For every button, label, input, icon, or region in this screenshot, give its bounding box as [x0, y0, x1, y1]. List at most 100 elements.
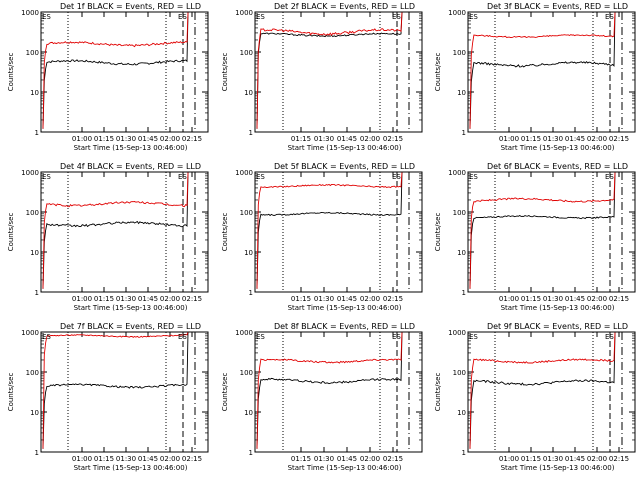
annotation-label: ES [469, 13, 478, 21]
x-tick-label: 01:30 [543, 135, 563, 143]
annotation-label: ES [605, 13, 614, 21]
y-tick-label: 1000 [21, 169, 39, 177]
panel-det-6: Det 6f BLACK = Events, RED = LLD Counts/s… [434, 162, 636, 312]
x-tick-label: 02:00 [360, 295, 380, 303]
y-tick-label: 1000 [21, 9, 39, 17]
x-tick-label: 02:00 [160, 455, 180, 463]
x-tick-label: 02:00 [587, 295, 607, 303]
y-tick-label: 10 [30, 409, 39, 417]
y-axis-label: Counts/sec [7, 373, 15, 412]
y-tick-label: 1 [35, 449, 39, 457]
series-line-lld [469, 11, 620, 129]
panel-title: Det 4f BLACK = Events, RED = LLD [60, 162, 201, 171]
panel-det-4: Det 4f BLACK = Events, RED = LLD Counts/s… [7, 162, 209, 312]
y-tick-label: 10 [244, 249, 253, 257]
x-axis-label: Start Time (15-Sep-13 00:46:00) [288, 464, 402, 472]
series-line-events [256, 11, 407, 129]
y-axis-label: Counts/sec [221, 213, 229, 252]
y-tick-label: 10 [457, 409, 466, 417]
x-axis-label: Start Time (15-Sep-13 00:46:00) [74, 304, 188, 312]
series-line-events [42, 11, 193, 129]
x-tick-label: 02:00 [160, 135, 180, 143]
x-tick-label: 02:15 [609, 135, 629, 143]
panel-title: Det 8f BLACK = Events, RED = LLD [274, 322, 415, 331]
y-tick-label: 100 [453, 209, 466, 217]
x-tick-label: 01:45 [138, 295, 158, 303]
panel-title: Det 9f BLACK = Events, RED = LLD [487, 322, 628, 331]
y-tick-label: 1 [462, 449, 466, 457]
series-line-events [469, 11, 620, 129]
panel-title: Det 7f BLACK = Events, RED = LLD [60, 322, 201, 331]
x-tick-label: 01:45 [565, 455, 585, 463]
annotation-label: ES [178, 13, 187, 21]
x-tick-label: 02:15 [383, 295, 403, 303]
x-axis-label: Start Time (15-Sep-13 00:46:00) [501, 464, 615, 472]
series-line-lld [469, 331, 620, 449]
x-tick-label: 01:15 [291, 295, 311, 303]
x-tick-label: 01:45 [565, 135, 585, 143]
annotation-label: ES [178, 173, 187, 181]
series-line-lld [256, 171, 407, 289]
x-tick-label: 02:00 [360, 455, 380, 463]
x-tick-label: 01:45 [337, 455, 357, 463]
panel-det-8: Det 8f BLACK = Events, RED = LLD Counts/s… [221, 322, 423, 472]
y-tick-label: 10 [30, 249, 39, 257]
x-axis-label: Start Time (15-Sep-13 00:46:00) [501, 144, 615, 152]
y-tick-label: 10 [244, 409, 253, 417]
x-tick-label: 02:00 [587, 455, 607, 463]
y-tick-label: 1000 [21, 329, 39, 337]
y-tick-label: 1 [249, 449, 253, 457]
panel-title: Det 2f BLACK = Events, RED = LLD [274, 2, 415, 11]
y-tick-label: 1 [249, 129, 253, 137]
plot-frame [40, 171, 209, 293]
y-tick-label: 1000 [235, 169, 253, 177]
x-tick-label: 02:15 [182, 455, 202, 463]
x-tick-label: 01:15 [94, 455, 114, 463]
annotation-label: ES [469, 333, 478, 341]
y-tick-label: 100 [240, 49, 253, 57]
series-line-lld [42, 171, 193, 289]
y-tick-label: 100 [26, 209, 39, 217]
panel-det-1: Det 1f BLACK = Events, RED = LLD Counts/s… [7, 2, 209, 152]
x-tick-label: 01:00 [72, 455, 92, 463]
x-tick-label: 01:30 [314, 455, 334, 463]
annotation-label: ES [469, 173, 478, 181]
x-tick-label: 01:30 [314, 295, 334, 303]
annotation-label: ES [392, 173, 401, 181]
y-tick-label: 10 [30, 89, 39, 97]
x-axis-label: Start Time (15-Sep-13 00:46:00) [288, 144, 402, 152]
x-tick-label: 02:00 [587, 135, 607, 143]
series-line-lld [256, 331, 407, 449]
x-tick-label: 01:15 [521, 455, 541, 463]
x-tick-label: 01:00 [72, 135, 92, 143]
y-tick-label: 1000 [235, 329, 253, 337]
plot-frame [467, 11, 636, 133]
series-line-lld [42, 11, 193, 129]
y-tick-label: 1 [462, 289, 466, 297]
panel-title: Det 3f BLACK = Events, RED = LLD [487, 2, 628, 11]
x-tick-label: 01:45 [337, 135, 357, 143]
annotation-label: ES [392, 333, 401, 341]
x-axis-label: Start Time (15-Sep-13 00:46:00) [288, 304, 402, 312]
annotation-label: ES [178, 333, 187, 341]
x-axis-label: Start Time (15-Sep-13 00:46:00) [74, 144, 188, 152]
y-tick-label: 100 [240, 209, 253, 217]
x-tick-label: 02:15 [609, 295, 629, 303]
series-line-events [42, 171, 193, 289]
x-axis-label: Start Time (15-Sep-13 00:46:00) [501, 304, 615, 312]
x-tick-label: 01:45 [138, 455, 158, 463]
x-tick-label: 02:15 [383, 455, 403, 463]
x-tick-label: 01:15 [291, 135, 311, 143]
panel-det-7: Det 7f BLACK = Events, RED = LLD Counts/s… [7, 322, 209, 472]
panel-title: Det 6f BLACK = Events, RED = LLD [487, 162, 628, 171]
x-tick-label: 01:15 [521, 295, 541, 303]
series-line-events [42, 331, 193, 449]
x-tick-label: 01:45 [138, 135, 158, 143]
x-axis-label: Start Time (15-Sep-13 00:46:00) [74, 464, 188, 472]
y-tick-label: 100 [240, 369, 253, 377]
x-tick-label: 02:15 [609, 455, 629, 463]
x-tick-label: 01:30 [543, 455, 563, 463]
panel-title: Det 5f BLACK = Events, RED = LLD [274, 162, 415, 171]
x-tick-label: 01:00 [499, 135, 519, 143]
x-tick-label: 01:30 [116, 135, 136, 143]
